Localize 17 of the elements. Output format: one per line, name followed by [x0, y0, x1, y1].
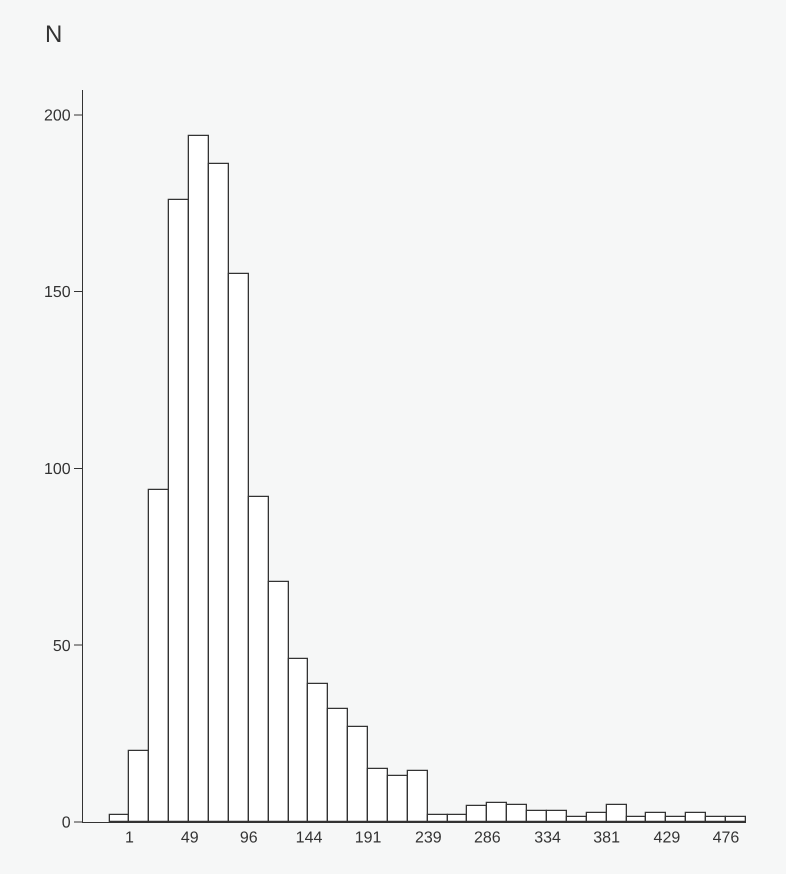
x-tick-label: 1 — [125, 829, 134, 846]
x-tick-label: 144 — [296, 829, 322, 846]
y-tick-label: 100 — [44, 460, 71, 478]
x-tick-label: 286 — [474, 829, 501, 846]
x-tick-label: 96 — [240, 829, 258, 846]
x-tick-label: 191 — [354, 829, 382, 846]
x-tick-label: 239 — [414, 829, 442, 846]
x-tick-label: 476 — [712, 829, 740, 846]
y-axis-title: N — [45, 21, 62, 48]
x-tick-label: 49 — [180, 829, 199, 846]
x-tick-label: 334 — [534, 829, 562, 846]
y-tick-label: 150 — [44, 284, 71, 302]
y-tick-label: 0 — [62, 814, 71, 832]
y-tick-label: 200 — [44, 107, 71, 124]
x-tick-label: 429 — [654, 829, 680, 846]
x-tick-label: 381 — [593, 829, 620, 846]
y-tick-label: 50 — [52, 638, 71, 655]
